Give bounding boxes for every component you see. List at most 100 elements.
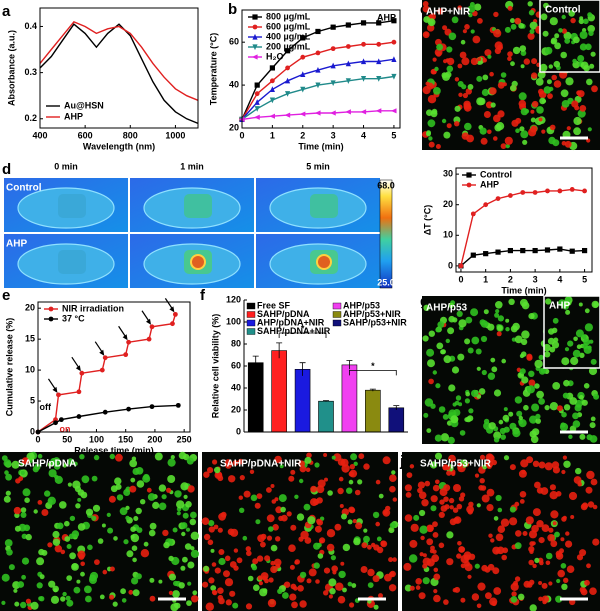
cell [475, 348, 482, 355]
cell [564, 38, 571, 44]
marker [508, 193, 513, 198]
cell [430, 505, 437, 512]
cell [454, 121, 460, 127]
cell [515, 117, 522, 124]
cell [130, 477, 136, 483]
cell [535, 418, 541, 424]
cell [60, 596, 66, 602]
cell [550, 510, 559, 519]
cell [91, 475, 98, 482]
cell [452, 317, 458, 323]
cell [557, 569, 565, 578]
cell [3, 495, 11, 503]
marker [269, 113, 275, 119]
cell [480, 137, 488, 145]
cell [512, 46, 521, 55]
cell [586, 563, 591, 569]
cell [207, 467, 214, 474]
cell [550, 540, 558, 548]
legend-swatch [332, 319, 342, 327]
cell [1, 600, 6, 606]
cell [208, 526, 215, 533]
cell [435, 383, 441, 389]
legend-marker [466, 172, 472, 178]
cell [483, 418, 490, 425]
cell [495, 309, 500, 314]
cell [20, 470, 25, 475]
cell [466, 134, 474, 143]
cell [409, 554, 418, 563]
row-label: AHP [6, 239, 27, 250]
cell [541, 595, 550, 603]
cell [217, 527, 223, 533]
cell [217, 594, 224, 601]
marker [315, 66, 321, 73]
cell [586, 470, 595, 480]
cell [509, 506, 516, 513]
marker [391, 56, 397, 62]
cell [482, 58, 488, 63]
cell [20, 507, 27, 513]
cell [453, 516, 462, 524]
cell [507, 5, 513, 11]
cell [587, 12, 593, 18]
cell [433, 589, 438, 594]
cell [180, 482, 189, 491]
cell [457, 353, 465, 361]
cell [56, 522, 64, 530]
cell [519, 491, 527, 498]
cell [254, 502, 261, 509]
legend-swatch [246, 311, 256, 318]
cell [230, 528, 239, 537]
cell [561, 469, 566, 475]
cell [294, 494, 299, 499]
cell [422, 335, 429, 342]
cell [453, 484, 461, 492]
x-tick-label: 0 [239, 130, 244, 140]
cell [587, 127, 592, 132]
cell [563, 460, 571, 468]
x-tick-label: 1 [270, 130, 275, 140]
tumor-area [58, 250, 86, 274]
cell [178, 451, 187, 460]
cell [520, 298, 528, 307]
cell [372, 575, 380, 583]
bar [318, 400, 334, 433]
panel-label: b [228, 1, 237, 18]
cell [467, 574, 472, 579]
cell [547, 93, 553, 99]
cell [363, 528, 368, 533]
cell [539, 63, 548, 72]
cell [532, 563, 537, 569]
cell [476, 503, 481, 508]
cell [530, 109, 535, 114]
y-tick-label: 10 [25, 364, 35, 374]
cell [135, 573, 142, 580]
cell [450, 415, 459, 424]
cell [232, 460, 239, 466]
cell [69, 515, 76, 522]
cell [560, 563, 567, 569]
cell [577, 90, 585, 98]
cell [353, 537, 361, 546]
cell [570, 356, 579, 366]
cell [465, 316, 473, 324]
cell [534, 481, 541, 489]
cell [187, 561, 195, 569]
x-tick-label: 150 [118, 434, 133, 444]
cell [568, 491, 578, 501]
cell [508, 298, 515, 305]
cell [492, 567, 500, 575]
cell [324, 477, 328, 482]
y-tick-label: 0 [448, 260, 453, 270]
cell [367, 568, 375, 577]
cell [525, 516, 534, 525]
cell [433, 594, 441, 603]
cell [306, 578, 312, 584]
cell [424, 480, 431, 487]
cell [388, 584, 397, 592]
cell [528, 370, 535, 377]
marker [345, 60, 351, 67]
cell [433, 567, 439, 573]
marker [170, 321, 175, 327]
